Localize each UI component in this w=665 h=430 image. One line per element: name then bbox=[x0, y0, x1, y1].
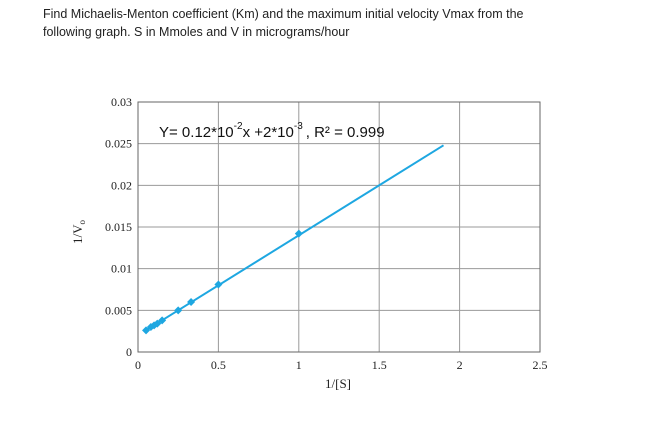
x-tick-label-2: 1 bbox=[296, 358, 302, 372]
y-tick-label-3: 0.015 bbox=[105, 220, 132, 234]
question-text: Find Michaelis-Menton coefficient (Km) a… bbox=[43, 5, 643, 41]
x-tick-label-1: 0.5 bbox=[211, 358, 226, 372]
y-tick-labels: 0 0.005 0.01 0.015 0.02 0.025 0.03 bbox=[105, 95, 132, 359]
y-tick-label-5: 0.025 bbox=[105, 137, 132, 151]
y-tick-label-2: 0.01 bbox=[111, 262, 132, 276]
y-tick-label-6: 0.03 bbox=[111, 95, 132, 109]
x-tick-label-5: 2.5 bbox=[533, 358, 548, 372]
question-line-1: Find Michaelis-Menton coefficient (Km) a… bbox=[43, 7, 524, 21]
question-line-2: following graph. S in Mmoles and V in mi… bbox=[43, 25, 350, 39]
data-point-4 bbox=[158, 316, 167, 325]
data-point-8 bbox=[294, 229, 303, 238]
data-point-5 bbox=[174, 306, 183, 315]
equation-part-1: Y= 0.12*10 bbox=[159, 124, 234, 141]
equation-part-3: , R² = 0.999 bbox=[306, 124, 385, 141]
data-points bbox=[142, 229, 303, 335]
y-tick-label-0: 0 bbox=[126, 345, 132, 359]
y-axis-label-group: 1/Vo bbox=[70, 220, 87, 245]
equation-part-2: x +2*10 bbox=[243, 124, 294, 141]
x-tick-label-0: 0 bbox=[135, 358, 141, 372]
plot-frame bbox=[137, 101, 541, 353]
data-point-6 bbox=[187, 298, 196, 306]
x-tick-label-4: 2 bbox=[457, 358, 463, 372]
data-point-7 bbox=[214, 280, 223, 289]
equation-exponent-2: -3 bbox=[294, 121, 303, 132]
y-tick-label-4: 0.02 bbox=[111, 178, 132, 192]
x-axis-label: 1/[S] bbox=[325, 376, 351, 391]
equation-exponent-1: -2 bbox=[234, 121, 243, 132]
trendline bbox=[145, 144, 445, 332]
y-axis-label-subscript: o bbox=[77, 220, 87, 225]
x-tick-label-3: 1.5 bbox=[372, 358, 387, 372]
trendline-equation: Y= 0.12*10-2x +2*10-3, R² = 0.999 bbox=[159, 121, 385, 141]
y-tick-label-1: 0.005 bbox=[105, 303, 132, 317]
data-point-3 bbox=[153, 319, 162, 328]
y-axis-label: 1/Vo bbox=[70, 220, 87, 245]
x-tick-labels: 0 0.5 1 1.5 2 2.5 bbox=[135, 358, 548, 372]
data-point-0 bbox=[142, 326, 151, 335]
